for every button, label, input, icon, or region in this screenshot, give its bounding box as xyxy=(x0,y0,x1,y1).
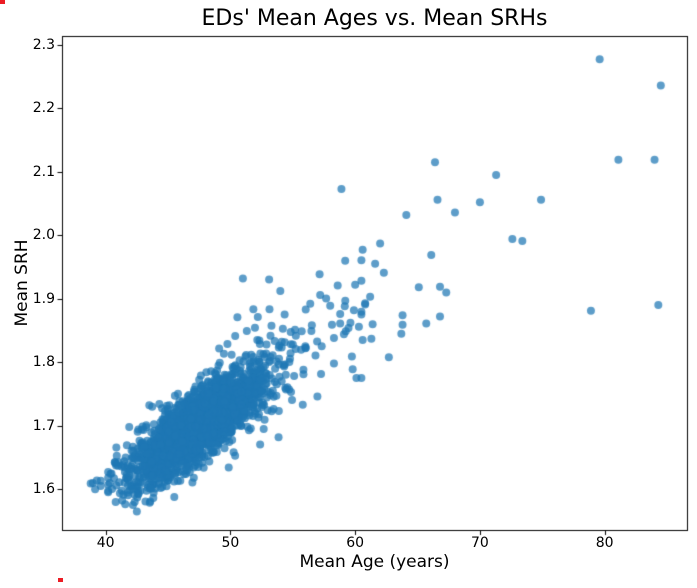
screen-artifact xyxy=(0,0,5,4)
y-tick-label: 2.0 xyxy=(32,227,55,244)
y-tick-label: 2.1 xyxy=(32,163,55,180)
y-tick-label: 1.8 xyxy=(32,354,55,371)
x-tick-label: 60 xyxy=(346,535,365,551)
x-tick-label: 50 xyxy=(221,535,240,551)
y-tick-label: 2.2 xyxy=(32,100,55,117)
x-tick-label: 80 xyxy=(595,535,614,551)
screen-artifact xyxy=(58,578,63,582)
x-tick-label: 70 xyxy=(470,535,489,551)
y-tick-label: 1.9 xyxy=(32,290,55,307)
x-axis-label: Mean Age (years) xyxy=(299,552,450,572)
chart-title: EDs' Mean Ages vs. Mean SRHs xyxy=(201,6,548,31)
y-tick-label: 2.3 xyxy=(32,36,55,53)
y-tick-label: 1.7 xyxy=(32,417,55,434)
y-axis-label: Mean SRH xyxy=(12,239,32,327)
y-tick-label: 1.6 xyxy=(32,481,55,498)
x-tick-label: 40 xyxy=(96,535,115,551)
